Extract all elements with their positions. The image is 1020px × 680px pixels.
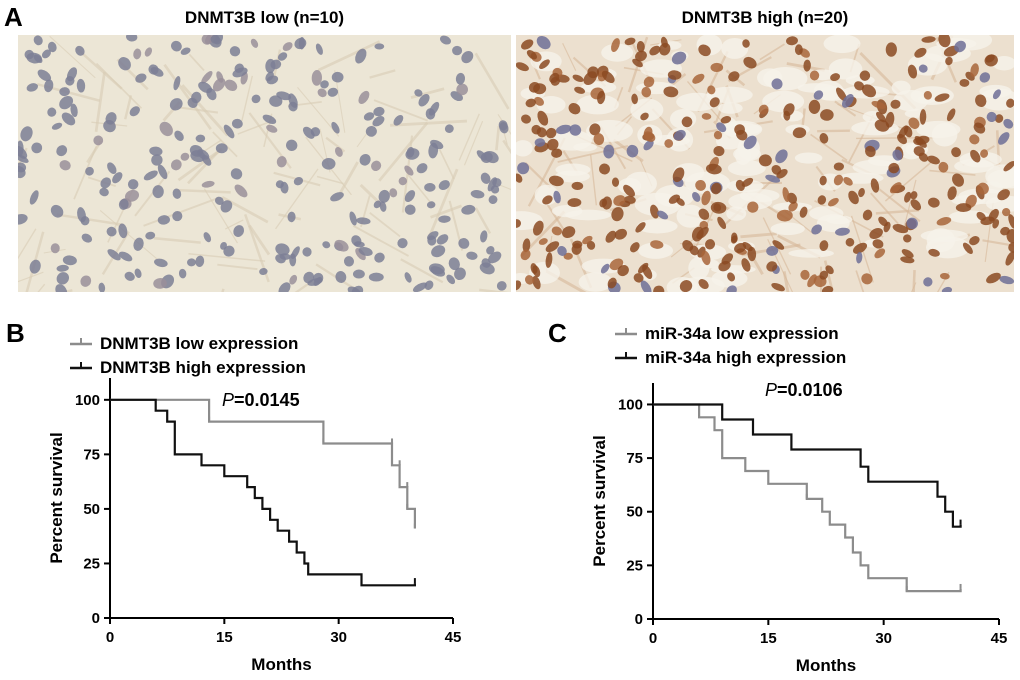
x-axis-title: Months [251,655,311,674]
x-tick-label: 0 [649,630,657,647]
panel-c-letter: C [548,318,567,348]
y-tick-label: 100 [75,392,100,409]
y-tick-label: 75 [626,450,643,467]
x-tick-label: 0 [106,629,114,646]
p-value-b: P=0.0145 [222,390,300,411]
survival-chart-b: 0 25 50 75 100 0 15 30 45 Months Percent survival [47,378,462,674]
survival-curve-low [653,403,962,593]
legend-label-mir-high: miR-34a high expression [645,348,847,367]
panel-b-letter: B [6,318,25,348]
y-tick-label: 50 [83,501,100,518]
legend-item-low: DNMT3B low expression [70,332,306,356]
x-tick-label: 30 [330,629,347,646]
x-tick-label: 30 [875,630,892,647]
y-axis-title: Percent survival [47,432,66,563]
legend-item-high: DNMT3B high expression [70,356,306,380]
x-axis-title: Months [796,656,856,675]
legend-swatch-low-icon [70,332,92,356]
legend-label-mir-low: miR-34a low expression [645,324,839,343]
micrograph-high [516,35,1014,292]
micrograph-low [18,35,511,292]
survival-chart-c: 0 25 50 75 100 0 15 30 45 Months Percent survival [520,0,1020,680]
x-tick-label: 15 [216,629,233,646]
tissue-texture [18,35,511,292]
x-tick-label: 45 [445,629,462,646]
legend-b: DNMT3B low expression DNMT3B high expres… [70,332,306,380]
p-number-c: =0.0106 [777,380,843,400]
tissue-texture [516,35,1014,292]
y-axis-title: Percent survival [590,435,609,566]
y-tick-label: 0 [92,610,100,627]
p-letter-c: P [765,380,778,400]
y-tick-label: 100 [618,396,643,413]
legend-swatch-high-icon [70,356,92,380]
legend-item-mir-high: miR-34a high expression [615,346,846,370]
legend-label-low: DNMT3B low expression [100,334,299,353]
legend-c: miR-34a low expression miR-34a high expr… [615,322,846,370]
p-letter-b: P [222,390,235,410]
y-tick-label: 75 [83,446,100,463]
legend-item-mir-low: miR-34a low expression [615,322,846,346]
p-value-c: P=0.0106 [765,380,843,401]
panel-a-letter: A [4,2,23,32]
p-number-b: =0.0145 [234,390,300,410]
y-tick-label: 25 [626,557,643,574]
legend-label-high: DNMT3B high expression [100,358,306,377]
y-tick-label: 25 [83,555,100,572]
y-tick-label: 0 [635,611,643,628]
y-tick-label: 50 [626,504,643,521]
micrograph-low-title: DNMT3B low (n=10) [184,8,345,27]
legend-swatch-mir-high-icon [615,346,637,370]
x-tick-label: 15 [760,630,777,647]
legend-swatch-mir-low-icon [615,322,637,346]
survival-curve-high [110,398,416,587]
x-tick-label: 45 [991,630,1008,647]
survival-curve-high [653,403,962,528]
micrograph-high-title: DNMT3B high (n=20) [681,8,849,27]
